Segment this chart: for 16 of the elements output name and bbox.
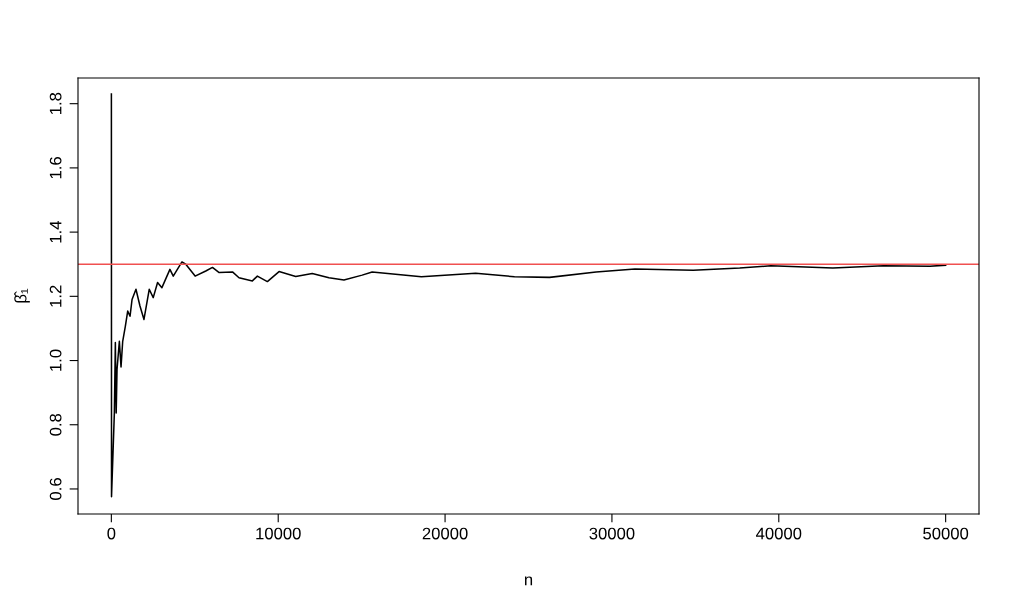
y-tick-label: 1.8 <box>49 92 62 114</box>
x-tick-label: 40000 <box>756 527 802 540</box>
y-tick-label: 1.4 <box>49 221 62 243</box>
line-series <box>110 93 947 498</box>
x-axis-title: n <box>524 576 533 586</box>
x-tick-label: 20000 <box>422 527 468 540</box>
y-tick-label: 0.6 <box>49 478 62 500</box>
y-tick-label: 1.2 <box>49 285 62 307</box>
y-tick-label: 1.0 <box>49 349 62 371</box>
x-tick-label: 50000 <box>923 527 969 540</box>
y-axis-title: β̂₁ <box>14 288 30 303</box>
y-tick-label: 1.6 <box>49 157 62 179</box>
x-tick-label: 0 <box>107 527 116 540</box>
x-tick-label: 10000 <box>256 527 301 540</box>
x-tick-label: 30000 <box>589 527 635 540</box>
y-tick-label: 0.8 <box>49 413 62 436</box>
